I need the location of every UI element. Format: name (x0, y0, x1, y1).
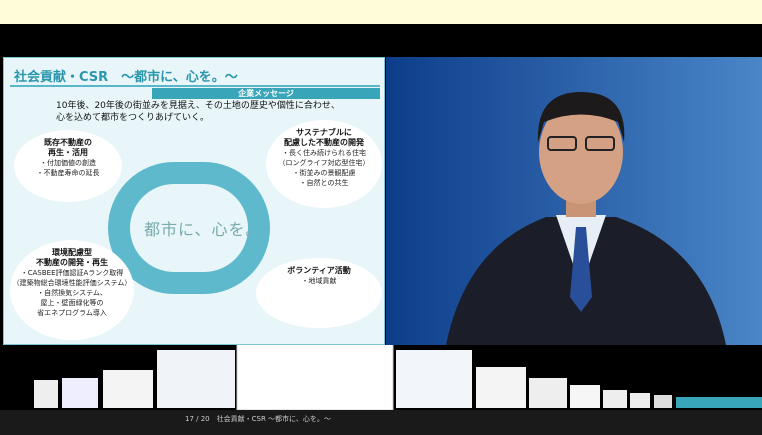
message-line: 10年後、20年後の街並みを見据え、その土地の歴史や個性に合わせ、 (56, 100, 340, 112)
bubble-item: ・街並みの景観配慮 (266, 168, 382, 178)
bubble-item: ・自然換気システム、 (10, 288, 134, 298)
bubble-item: ・長く住み続けられる住宅 (266, 148, 382, 158)
caption: 社会貢献・CSR ～都市に、心を。～ (217, 415, 331, 423)
bubble-item: ・付加価値の創造 (14, 158, 122, 168)
bubble-item: ・CASBEE評価認証Aランク取得 (10, 268, 134, 278)
message-header: 企業メッセージ (152, 88, 380, 99)
bubble: サステナブルに配慮した不動産の開発・長く住み続けられる住宅（ロングライフ対応型住… (266, 120, 382, 208)
title-rule (10, 85, 380, 87)
bubble-heading: 不動産の開発・再生 (10, 258, 134, 268)
slide: 社会貢献・CSR ～都市に、心を。～ 企業メッセージ 10年後、20年後の街並み… (3, 57, 385, 345)
bubble: ボランティア活動・地域貢献 (256, 258, 382, 328)
bubble-heading: 環境配慮型 (10, 248, 134, 258)
bubble-item: （建築物総合環境性能評価システム） (10, 278, 134, 288)
bubble-heading: 配慮した不動産の開発 (266, 138, 382, 148)
presenter-video (386, 57, 762, 345)
slide-title: 社会貢献・CSR ～都市に、心を。～ (14, 66, 238, 85)
bubble-heading: ボランティア活動 (256, 266, 382, 276)
slide-position: 17 / 20 社会貢献・CSR ～都市に、心を。～ (185, 414, 331, 424)
center-text: 都市に、心を。 (144, 216, 263, 240)
bubble-item: 省エネプログラム導入 (10, 308, 134, 318)
bubble-item: （ロングライフ対応型住宅） (266, 158, 382, 168)
message: 10年後、20年後の街並みを見据え、その土地の歴史や個性に合わせ、 心を込めて都… (56, 100, 340, 124)
bubble: 環境配慮型不動産の開発・再生・CASBEE評価認証Aランク取得（建築物総合環境性… (10, 240, 134, 340)
bubble-heading: 既存不動産の (14, 138, 122, 148)
top-strip (0, 0, 762, 24)
video-player: {"slide":{"title":"社会貢献・CSR ～都市に、心を。～","… (0, 0, 762, 435)
bubble: 既存不動産の再生・活用・付加価値の創造・不動産寿命の延長 (14, 130, 122, 202)
bubble-heading: サステナブルに (266, 128, 382, 138)
thumbnail-strip (0, 345, 762, 410)
bubble-item: ・自然との共生 (266, 178, 382, 188)
bubble-item: ・地域貢献 (256, 276, 382, 286)
message-line: 心を込めて都市をつくりあげていく。 (56, 112, 340, 124)
position: 17 / 20 (185, 415, 210, 423)
bubble-heading: 再生・活用 (14, 148, 122, 158)
bubble-item: 屋上・壁面緑化等の (10, 298, 134, 308)
bubble-item: ・不動産寿命の延長 (14, 168, 122, 178)
control-bar[interactable] (0, 410, 762, 435)
